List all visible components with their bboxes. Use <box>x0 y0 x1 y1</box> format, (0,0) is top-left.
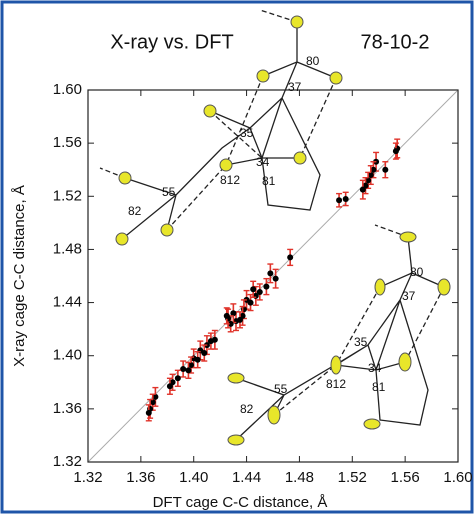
point <box>250 286 256 292</box>
x-tick-label: 1.52 <box>338 469 367 486</box>
atom-label: 34 <box>256 155 270 169</box>
y-tick-label: 1.48 <box>53 240 82 257</box>
atom-label: 82 <box>128 204 142 218</box>
point <box>146 410 152 416</box>
point <box>224 313 230 319</box>
point <box>393 148 399 154</box>
point <box>336 197 342 203</box>
atom-label: 35 <box>240 126 254 140</box>
annotation: 78-10-2 <box>361 31 430 53</box>
x-tick-label: 1.44 <box>232 469 261 486</box>
atom-label: 34 <box>368 361 382 375</box>
point <box>287 254 293 260</box>
point <box>343 196 349 202</box>
atom-label: 80 <box>306 54 320 68</box>
atom-label: 55 <box>162 185 176 199</box>
y-tick-label: 1.32 <box>53 453 82 470</box>
atom-label: 812 <box>326 377 346 391</box>
point <box>180 366 186 372</box>
chart: 1.32 1.36 1.40 1.44 1.48 1.52 1.56 1.60 1.32 1.36… <box>0 0 474 514</box>
point <box>382 167 388 173</box>
y-tick-label: 1.44 <box>53 294 82 311</box>
point <box>175 375 181 381</box>
x-tick-label: 1.36 <box>126 469 155 486</box>
point <box>167 383 173 389</box>
y-tick-label: 1.60 <box>53 81 82 98</box>
x-tick-label: 1.48 <box>285 469 314 486</box>
x-tick-label: 1.40 <box>179 469 208 486</box>
x-axis-label: DFT cage C-C distance, Å <box>153 494 328 511</box>
atom-label: 81 <box>372 380 386 394</box>
point <box>185 367 191 373</box>
atom-label: 35 <box>354 335 368 349</box>
atom-label: 80 <box>410 265 424 279</box>
chart-title: X-ray vs. DFT <box>110 31 233 53</box>
point <box>360 187 366 193</box>
x-tick-label: 1.60 <box>443 469 472 486</box>
x-tick-label: 1.56 <box>391 469 420 486</box>
y-axis-label: X-ray cage C-C distance, Å <box>11 185 28 367</box>
point <box>273 276 279 282</box>
y-tick-label: 1.56 <box>53 134 82 151</box>
atom-label: 82 <box>240 402 254 416</box>
y-tick-label: 1.36 <box>53 400 82 417</box>
atom-label: 37 <box>288 80 302 94</box>
point <box>267 270 273 276</box>
y-tick-label: 1.52 <box>53 187 82 204</box>
atom-label: 81 <box>262 174 276 188</box>
y-tick-label: 1.40 <box>53 347 82 364</box>
point <box>263 284 269 290</box>
x-tick-label: 1.32 <box>73 469 102 486</box>
atom-label: 37 <box>402 289 416 303</box>
atom-label: 55 <box>274 382 288 396</box>
atom-label: 812 <box>220 173 240 187</box>
